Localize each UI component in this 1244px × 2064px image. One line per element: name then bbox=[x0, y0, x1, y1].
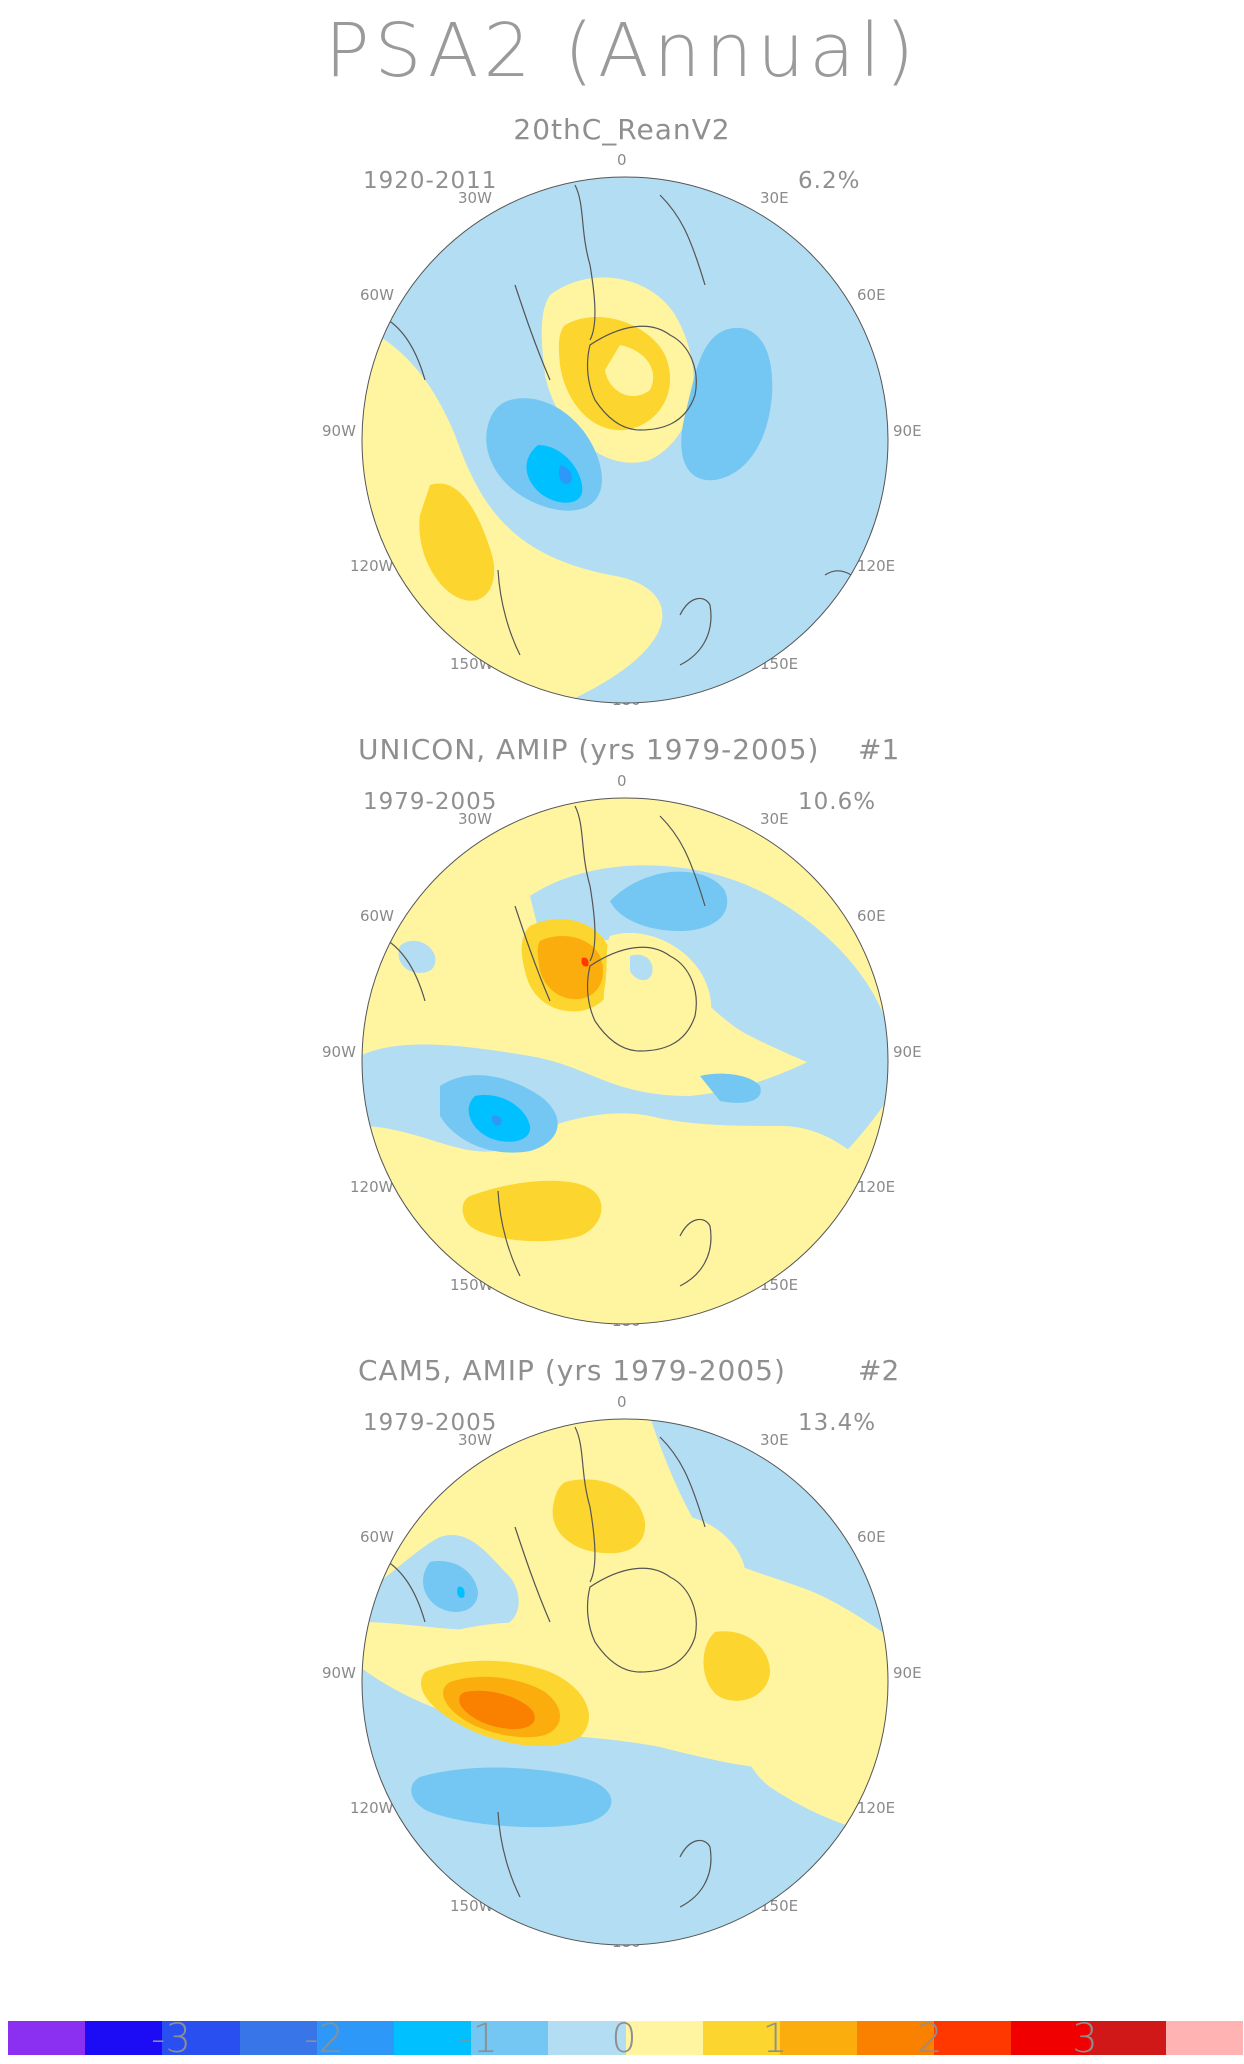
colorbar-segment bbox=[8, 2021, 86, 2055]
panel-3-lon-90w: 90W bbox=[322, 1664, 356, 1682]
panel-3-lon-90e: 90E bbox=[893, 1664, 922, 1682]
colorbar-segment bbox=[1011, 2021, 1089, 2055]
colorbar-segment bbox=[702, 2021, 780, 2055]
page-title: PSA2 (Annual) bbox=[324, 8, 920, 94]
colorbar-segment bbox=[471, 2021, 549, 2055]
panel-2-lon-60w: 60W bbox=[360, 907, 394, 925]
panel-2-lon-30e: 30E bbox=[760, 810, 789, 828]
colorbar-tick: -2 bbox=[304, 2016, 344, 2062]
panel-2-lon-120w: 120W bbox=[350, 1178, 394, 1196]
panel-3-lon-60w: 60W bbox=[360, 1528, 394, 1546]
panel-2-number: #1 bbox=[858, 733, 900, 766]
panel-1-lon-90w: 90W bbox=[322, 422, 356, 440]
panel-3-lon-120e: 120E bbox=[857, 1799, 896, 1817]
panel-1-lon-60w: 60W bbox=[360, 286, 394, 304]
panel-3-percent: 13.4% bbox=[798, 1410, 877, 1436]
panel-1-lon-0: 0 bbox=[617, 151, 627, 169]
colorbar-segment bbox=[1165, 2021, 1243, 2055]
panel-2-lon-30w: 30W bbox=[458, 810, 492, 828]
colorbar-segment bbox=[316, 2021, 394, 2055]
colorbar-tick: 1 bbox=[762, 2016, 788, 2062]
panel-2-lon-120e: 120E bbox=[857, 1178, 896, 1196]
colorbar-tick: 3 bbox=[1072, 2016, 1098, 2062]
colorbar-segment bbox=[934, 2021, 1012, 2055]
colorbar-tick: -3 bbox=[151, 2016, 191, 2062]
panel-3-title: CAM5, AMIP (yrs 1979-2005) bbox=[358, 1354, 786, 1387]
panel-3-number: #2 bbox=[858, 1354, 900, 1387]
colorbar-tick: -1 bbox=[458, 2016, 498, 2062]
panel-2-lon-90w: 90W bbox=[322, 1043, 356, 1061]
colorbar-segment bbox=[779, 2021, 858, 2055]
colorbar-segment bbox=[625, 2021, 703, 2055]
colorbar-segment bbox=[162, 2021, 240, 2055]
panel-2-lon-60e: 60E bbox=[857, 907, 886, 925]
panel-1-period: 1920-2011 bbox=[363, 168, 498, 194]
colorbar bbox=[8, 2021, 1243, 2055]
panel-1-title: 20thC_ReanV2 bbox=[513, 113, 731, 146]
panel-1-percent: 6.2% bbox=[798, 168, 861, 194]
panel-2-percent: 10.6% bbox=[798, 789, 877, 815]
panel-3-lon-0: 0 bbox=[617, 1393, 627, 1411]
colorbar-segment bbox=[1088, 2021, 1166, 2055]
panel-3-lon-120w: 120W bbox=[350, 1799, 394, 1817]
panel-3-map bbox=[361, 1418, 889, 1946]
panel-1-lon-120e: 120E bbox=[857, 557, 896, 575]
colorbar-tick: 2 bbox=[917, 2016, 943, 2062]
colorbar-segment bbox=[393, 2021, 472, 2055]
panel-3-lon-30w: 30W bbox=[458, 1431, 492, 1449]
panel-1-lon-30e: 30E bbox=[760, 189, 789, 207]
panel-1-map bbox=[361, 176, 889, 704]
panel-2-map bbox=[361, 797, 889, 1325]
panel-1-lon-30w: 30W bbox=[458, 189, 492, 207]
panel-2-period: 1979-2005 bbox=[363, 789, 498, 815]
panel-1-lon-60e: 60E bbox=[857, 286, 886, 304]
colorbar-segment bbox=[857, 2021, 935, 2055]
panel-2-lon-0: 0 bbox=[617, 772, 627, 790]
panel-3-lon-30e: 30E bbox=[760, 1431, 789, 1449]
colorbar-tick: 0 bbox=[611, 2016, 637, 2062]
colorbar-segment bbox=[548, 2021, 626, 2055]
panel-3-period: 1979-2005 bbox=[363, 1410, 498, 1436]
panel-1-lon-90e: 90E bbox=[893, 422, 922, 440]
colorbar-segment bbox=[239, 2021, 317, 2055]
panel-2-title: UNICON, AMIP (yrs 1979-2005) bbox=[358, 733, 820, 766]
panel-3-lon-60e: 60E bbox=[857, 1528, 886, 1546]
panel-2-lon-90e: 90E bbox=[893, 1043, 922, 1061]
panel-1-lon-120w: 120W bbox=[350, 557, 394, 575]
colorbar-segment bbox=[85, 2021, 163, 2055]
